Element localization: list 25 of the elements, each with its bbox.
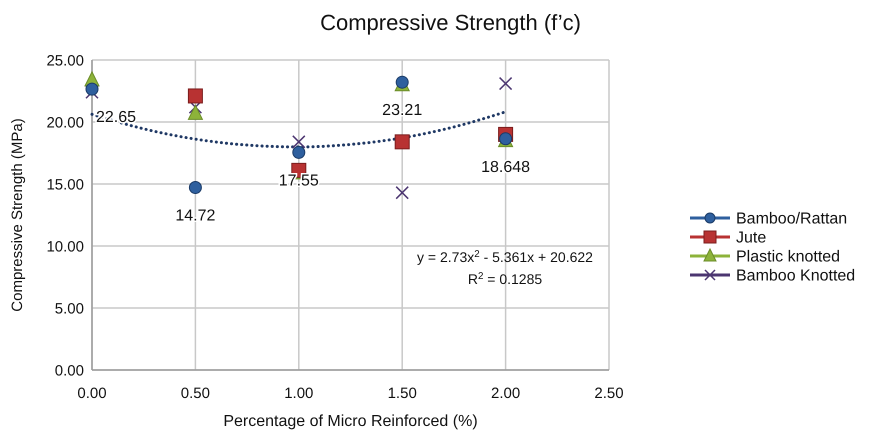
annotation: y = 2.73x$^{2}$ - 5.361x + 20.622 (417, 248, 594, 265)
legend-label: Jute (736, 230, 766, 247)
y-tick-label: 20.00 (46, 114, 84, 132)
data-label: 23.21 (382, 102, 422, 120)
y-tick-label: 10.00 (46, 238, 84, 256)
x-tick-label: 0.00 (77, 385, 107, 402)
data-label: 14.72 (175, 207, 216, 224)
x-tick-label: 0.50 (180, 385, 210, 402)
x-tick-label: 2.50 (594, 385, 624, 402)
legend-label: Bamboo/Rattan (736, 210, 848, 228)
legend-label: Bamboo Knotted (736, 268, 856, 285)
y-tick-label: 5.00 (54, 300, 84, 318)
chart-title: Compressive Strength (f’c) (320, 10, 581, 35)
y-tick-label: 15.00 (46, 176, 84, 194)
annotation: R$^{2}$ = 0.1285 (468, 270, 542, 287)
x-tick-label: 1.50 (388, 385, 417, 402)
x-tick-label: 1.00 (284, 385, 314, 402)
y-tick-label: 0.00 (54, 362, 84, 380)
legend-label: Plastic knotted (736, 248, 840, 266)
y-tick-label: 25.00 (46, 52, 84, 70)
x-tick-label: 2.00 (491, 385, 520, 402)
y-axis-title: Compressive Strength (MPa) (9, 118, 26, 312)
data-label: 18.648 (481, 158, 530, 176)
data-label: 17.55 (278, 172, 319, 190)
x-axis-title: Percentage of Micro Reinforced (%) (223, 413, 478, 430)
